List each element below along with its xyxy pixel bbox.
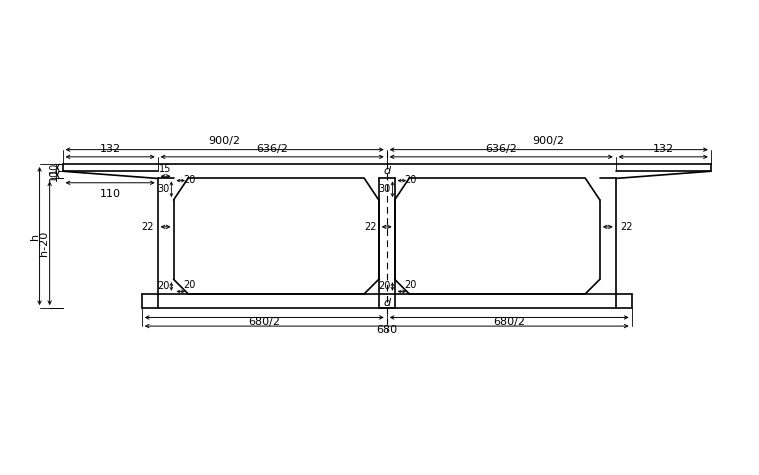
Text: 20: 20 <box>405 280 417 290</box>
Text: 110: 110 <box>99 189 121 199</box>
Text: 900/2: 900/2 <box>209 136 241 146</box>
Text: 30: 30 <box>158 184 170 194</box>
Text: 132: 132 <box>653 144 674 154</box>
Text: 20: 20 <box>184 175 196 185</box>
Text: 20: 20 <box>405 175 417 185</box>
Text: 20: 20 <box>379 282 391 292</box>
Text: d: d <box>383 166 390 176</box>
Text: 680: 680 <box>376 325 397 335</box>
Text: 30: 30 <box>379 184 391 194</box>
Text: 132: 132 <box>99 144 121 154</box>
Text: 636/2: 636/2 <box>257 144 288 154</box>
Text: 10: 10 <box>49 169 59 181</box>
Text: 22: 22 <box>364 222 376 232</box>
Text: 20: 20 <box>184 280 196 290</box>
Text: 680/2: 680/2 <box>493 317 525 327</box>
Text: 22: 22 <box>620 222 632 232</box>
Text: 636/2: 636/2 <box>485 144 517 154</box>
Text: 20: 20 <box>158 282 170 292</box>
Text: 680/2: 680/2 <box>248 317 280 327</box>
Text: 22: 22 <box>141 222 153 232</box>
Text: 15: 15 <box>159 164 172 174</box>
Text: d: d <box>383 298 390 308</box>
Text: h-20: h-20 <box>39 231 49 256</box>
Text: 900/2: 900/2 <box>533 136 565 146</box>
Text: 10: 10 <box>49 162 59 174</box>
Text: h: h <box>30 232 39 239</box>
